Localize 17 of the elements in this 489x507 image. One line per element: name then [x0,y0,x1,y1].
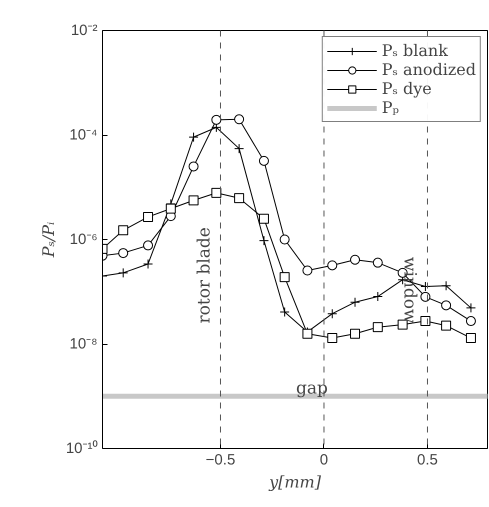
y-tick-label: 10⁻² [70,22,98,39]
y-axis-title: Pₛ/Pᵢ [38,222,58,258]
x-tick-label: 0 [320,452,328,468]
ref-line-label: window [399,256,420,324]
y-tick-label: 10⁻⁶ [70,231,98,248]
legend-label: Pₛ anodized [382,60,476,79]
ref-line-label: gap [296,378,328,398]
x-tick-label: −0.5 [206,452,236,468]
x-axis-title: y[mm] [268,472,322,492]
y-tick-label: 10⁻⁸ [69,336,98,352]
y-tick-label: 10⁻⁴ [69,126,98,144]
y-tick-label: 10⁻¹⁰ [66,440,98,457]
legend-label: Pₛ dye [382,79,432,98]
legend-label: Pₛ blank [382,41,448,60]
ref-line-label: rotor blade [194,227,214,324]
legend-label: Pₚ [382,98,400,117]
x-tick-label: 0.5 [417,452,438,468]
